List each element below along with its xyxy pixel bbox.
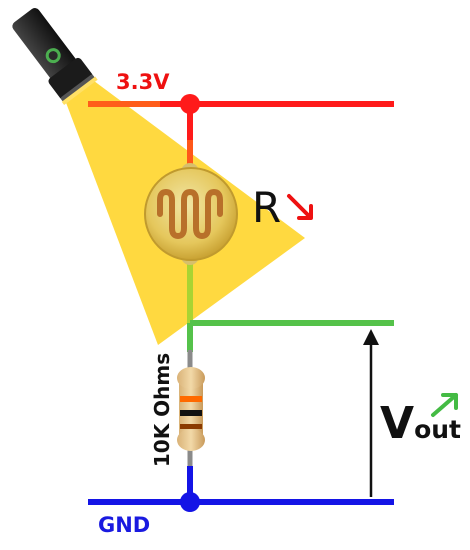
- ldr-symbol-label: R: [252, 183, 282, 232]
- vout-measure-arrow: [363, 329, 379, 497]
- vout-subscript-label: out: [414, 415, 461, 444]
- photoresistor-icon: [144, 163, 238, 265]
- vout-main-label: V: [380, 398, 415, 449]
- ground-node: [180, 492, 200, 512]
- resistor-icon: [177, 367, 205, 451]
- flashlight-icon: [12, 8, 98, 105]
- supply-voltage-label: 3.3V: [116, 70, 170, 94]
- resistor-value-label: 10K Ohms: [150, 352, 174, 468]
- arrow-up-right-icon: [431, 393, 458, 417]
- arrow-down-right-icon: [287, 194, 313, 220]
- supply-node: [180, 94, 200, 114]
- ground-label: GND: [98, 513, 151, 537]
- vout-label: Vout: [380, 398, 461, 449]
